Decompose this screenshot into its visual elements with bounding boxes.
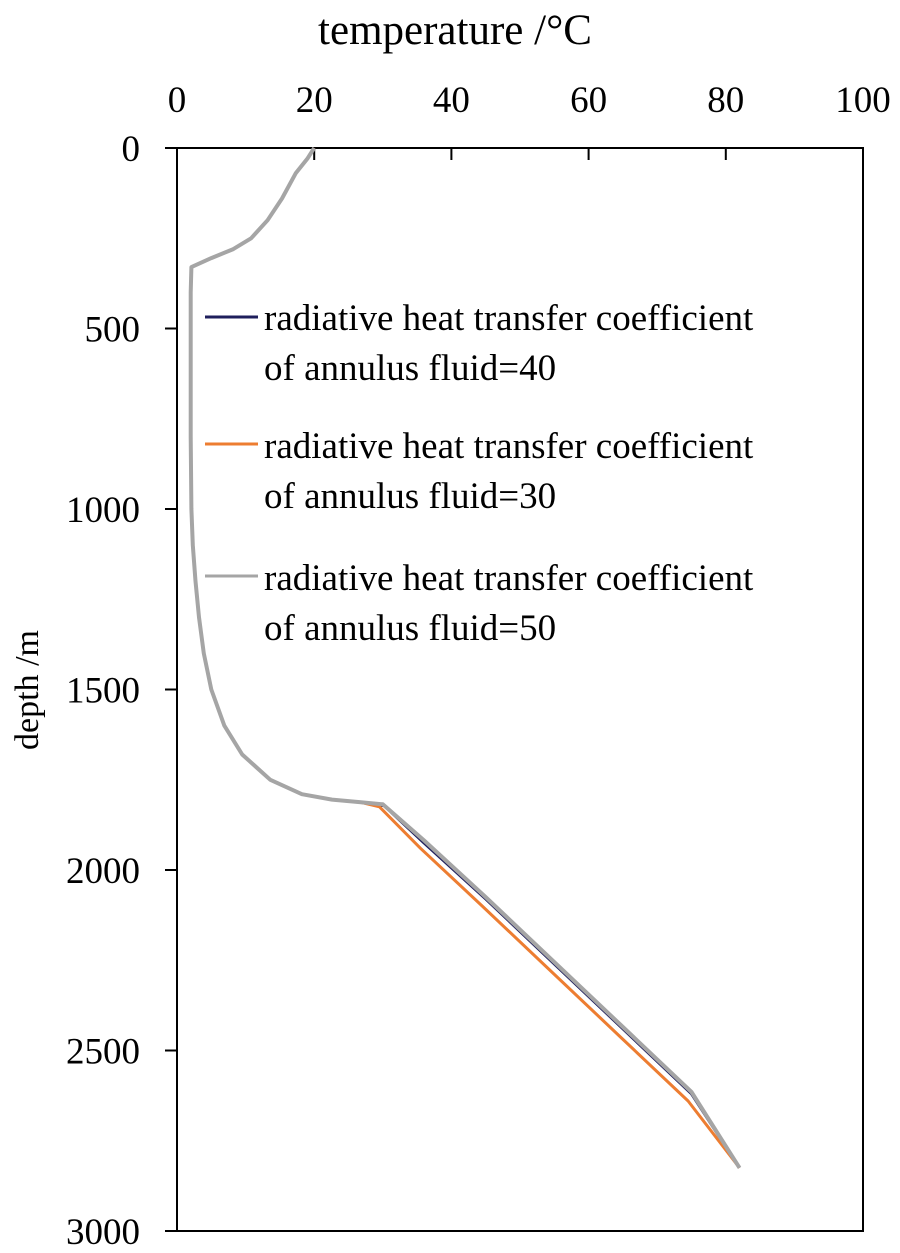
legend-label-50-line1: radiative heat transfer coefficient	[264, 558, 754, 599]
series-line-50	[188, 146, 742, 1169]
x-tick-label: 40	[433, 80, 470, 121]
y-tick-label: 0	[122, 129, 141, 170]
legend-label-40-line1: radiative heat transfer coefficient	[264, 298, 754, 339]
x-tick-label: 80	[707, 80, 744, 121]
y-tick-label: 2500	[66, 1032, 140, 1073]
legend-label-30-line2: of annulus fluid=30	[264, 476, 556, 517]
x-axis-title: temperature /°C	[318, 7, 592, 54]
x-tick-label: 20	[296, 80, 333, 121]
x-tick-label: 0	[168, 80, 187, 121]
y-tick-label: 3000	[66, 1212, 140, 1253]
x-ticks: 0 20 40 60 80 100	[168, 80, 891, 160]
legend-label-30-line1: radiative heat transfer coefficient	[264, 426, 754, 467]
y-tick-label: 1000	[66, 490, 140, 531]
legend-label-50-line2: of annulus fluid=50	[264, 608, 556, 649]
y-tick-label: 2000	[66, 851, 140, 892]
x-tick-label: 100	[835, 80, 891, 121]
legend: radiative heat transfer coefficient of a…	[205, 298, 754, 649]
y-axis-title: depth /m	[9, 630, 46, 750]
series-lines	[188, 146, 742, 1169]
x-tick-label: 60	[570, 80, 607, 121]
y-tick-label: 1500	[66, 671, 140, 712]
y-ticks: 0 500 1000 1500 2000 2500 3000	[66, 129, 177, 1253]
legend-label-40-line2: of annulus fluid=40	[264, 348, 556, 389]
y-tick-label: 500	[85, 310, 141, 351]
